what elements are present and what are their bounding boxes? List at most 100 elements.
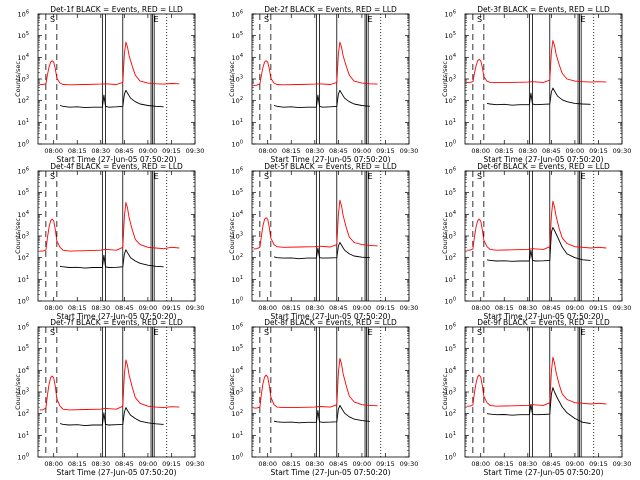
y-tick-label: 103	[232, 75, 243, 84]
y-tick-exponent: 6	[26, 167, 29, 173]
y-tick-label: 104	[232, 53, 243, 62]
y-tick-exponent: 1	[240, 431, 243, 437]
x-tick-label: 09:15	[376, 147, 395, 155]
y-tick-exponent: 4	[240, 210, 243, 216]
y-tick-exponent: 6	[240, 167, 243, 173]
marker-label: E	[154, 328, 159, 337]
y-tick-exponent: 5	[453, 188, 456, 194]
plot-frame	[464, 326, 623, 458]
y-tick-label: 106	[445, 167, 456, 176]
chart-title: Det-7f BLACK = Events, RED = LLD	[50, 318, 183, 327]
x-tick-label: 09:30	[400, 304, 419, 312]
x-tick-label: 08:15	[495, 304, 514, 312]
y-tick-exponent: 3	[26, 388, 29, 394]
series-line-events	[273, 404, 370, 424]
plot-frame	[464, 13, 623, 145]
y-tick-label: 106	[445, 323, 456, 332]
series-line-lld	[39, 202, 180, 252]
y-tick-exponent: 5	[453, 31, 456, 37]
series-line-events	[486, 387, 591, 424]
marker-label: E	[154, 172, 159, 181]
y-axis-label: Counts/sec	[228, 61, 236, 97]
y-tick-label: 100	[445, 453, 456, 462]
y-tick-label: 103	[18, 75, 29, 84]
y-tick-exponent: 6	[26, 10, 29, 16]
x-tick-label: 08:45	[542, 460, 561, 468]
x-tick-label: 08:15	[68, 304, 87, 312]
x-tick-label: 09:15	[162, 147, 181, 155]
y-axis-label: Counts/sec	[14, 61, 22, 97]
x-tick-label: 08:30	[91, 304, 110, 312]
y-tick-exponent: 2	[453, 409, 456, 415]
y-tick-exponent: 1	[240, 275, 243, 281]
x-tick-label: 08:45	[115, 304, 134, 312]
y-tick-exponent: 3	[240, 232, 243, 238]
series-line-lld	[253, 41, 378, 86]
chart-panel: Det-4f BLACK = Events, RED = LLD Start Ti…	[14, 162, 204, 321]
y-tick-exponent: 2	[26, 96, 29, 102]
y-tick-label: 104	[232, 210, 243, 219]
chart-panel: Det-1f BLACK = Events, RED = LLD Start Ti…	[14, 5, 204, 164]
plot-frame	[37, 170, 196, 302]
y-tick-label: 105	[445, 31, 456, 40]
y-tick-exponent: 5	[240, 188, 243, 194]
y-tick-exponent: 4	[453, 366, 456, 372]
y-tick-label: 105	[18, 31, 29, 40]
y-tick-label: 101	[445, 118, 456, 127]
y-tick-label: 101	[232, 431, 243, 440]
x-tick-label: 09:30	[400, 460, 419, 468]
y-tick-label: 106	[232, 10, 243, 19]
y-tick-label: 103	[232, 232, 243, 241]
y-tick-label: 100	[445, 297, 456, 306]
chart-panel: Det-7f BLACK = Events, RED = LLD Start Ti…	[14, 318, 204, 477]
x-axis-label: Start Time (27-Jun-05 07:50:20)	[484, 155, 604, 164]
y-tick-exponent: 2	[453, 96, 456, 102]
series-line-events	[486, 87, 591, 106]
y-tick-label: 103	[445, 388, 456, 397]
x-tick-label: 08:45	[115, 460, 134, 468]
x-tick-label: 09:15	[589, 460, 608, 468]
y-tick-exponent: 4	[240, 366, 243, 372]
y-tick-label: 103	[232, 388, 243, 397]
marker-label: S	[264, 328, 269, 337]
x-tick-label: 08:30	[305, 147, 324, 155]
series-line-events	[59, 407, 164, 427]
y-tick-label: 104	[18, 210, 29, 219]
chart-title: Det-9f BLACK = Events, RED = LLD	[477, 318, 610, 327]
y-tick-label: 106	[18, 323, 29, 332]
y-tick-label: 104	[445, 366, 456, 375]
y-tick-exponent: 5	[26, 188, 29, 194]
y-axis-label: Counts/sec	[14, 218, 22, 254]
y-tick-label: 105	[445, 344, 456, 353]
x-tick-label: 08:30	[518, 304, 537, 312]
series-line-events	[59, 89, 164, 109]
y-tick-exponent: 2	[26, 253, 29, 259]
y-axis-label: Counts/sec	[228, 218, 236, 254]
y-tick-exponent: 5	[453, 344, 456, 350]
marker-label: S	[477, 15, 482, 24]
y-tick-label: 101	[232, 275, 243, 284]
x-tick-label: 09:00	[139, 147, 158, 155]
y-tick-label: 102	[445, 253, 456, 262]
y-tick-label: 100	[232, 297, 243, 306]
y-tick-exponent: 2	[240, 409, 243, 415]
y-tick-label: 104	[445, 53, 456, 62]
y-tick-label: 103	[18, 388, 29, 397]
y-tick-label: 105	[445, 188, 456, 197]
series-line-events	[273, 89, 370, 109]
y-tick-exponent: 4	[26, 53, 29, 59]
y-tick-exponent: 0	[26, 297, 29, 303]
y-tick-label: 106	[445, 10, 456, 19]
y-tick-exponent: 0	[453, 140, 456, 146]
y-tick-label: 102	[18, 96, 29, 105]
plot-frame	[251, 326, 410, 458]
x-tick-label: 08:45	[542, 304, 561, 312]
x-tick-label: 08:15	[282, 304, 301, 312]
x-axis-label: Start Time (27-Jun-05 07:50:20)	[57, 468, 177, 477]
y-axis-label: Counts/sec	[228, 374, 236, 410]
marker-label: E	[581, 328, 586, 337]
y-tick-exponent: 0	[453, 453, 456, 459]
plot-frame	[251, 170, 410, 302]
marker-label: S	[477, 328, 482, 337]
